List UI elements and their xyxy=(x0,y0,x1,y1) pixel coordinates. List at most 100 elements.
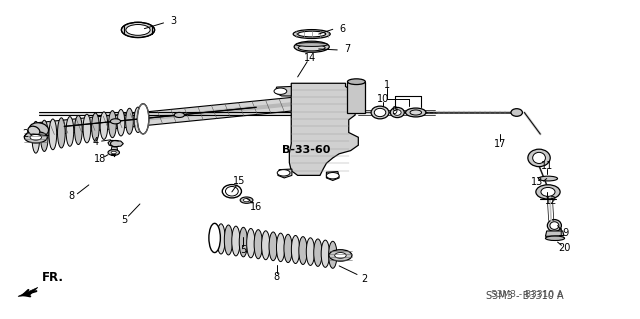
Ellipse shape xyxy=(276,233,285,262)
Ellipse shape xyxy=(348,79,365,85)
Text: 20: 20 xyxy=(558,243,570,253)
Text: 5: 5 xyxy=(240,245,246,255)
Circle shape xyxy=(111,151,116,154)
Ellipse shape xyxy=(321,240,330,267)
Ellipse shape xyxy=(32,122,40,153)
Polygon shape xyxy=(289,83,358,175)
Ellipse shape xyxy=(528,149,550,167)
Ellipse shape xyxy=(262,231,270,260)
Text: 16: 16 xyxy=(250,202,262,211)
Text: 2: 2 xyxy=(22,129,28,139)
Text: 4: 4 xyxy=(92,137,99,147)
Ellipse shape xyxy=(29,123,49,136)
Ellipse shape xyxy=(394,110,401,115)
Ellipse shape xyxy=(536,185,560,199)
Text: 17: 17 xyxy=(494,139,506,149)
Ellipse shape xyxy=(254,230,262,259)
Circle shape xyxy=(274,88,287,94)
Polygon shape xyxy=(545,231,564,236)
Text: 18: 18 xyxy=(93,154,106,164)
Ellipse shape xyxy=(225,187,238,196)
Circle shape xyxy=(277,170,290,176)
Ellipse shape xyxy=(109,111,116,138)
Ellipse shape xyxy=(298,31,326,37)
Text: S3M3 - B3310 A: S3M3 - B3310 A xyxy=(486,291,563,301)
Ellipse shape xyxy=(371,106,389,119)
Ellipse shape xyxy=(134,107,142,132)
Circle shape xyxy=(30,134,42,140)
Ellipse shape xyxy=(541,188,555,196)
Bar xyxy=(348,82,365,114)
Text: 8: 8 xyxy=(273,272,280,282)
Circle shape xyxy=(329,250,352,261)
Text: 14: 14 xyxy=(304,53,317,63)
Ellipse shape xyxy=(66,117,74,146)
Ellipse shape xyxy=(126,25,150,35)
Text: 15: 15 xyxy=(233,176,245,186)
Ellipse shape xyxy=(40,120,48,152)
Ellipse shape xyxy=(550,222,559,229)
Ellipse shape xyxy=(328,241,337,268)
Ellipse shape xyxy=(28,126,40,136)
Circle shape xyxy=(110,119,120,124)
Text: 11: 11 xyxy=(541,161,554,171)
Ellipse shape xyxy=(406,108,426,117)
Ellipse shape xyxy=(296,43,328,47)
Text: S3M3 - B3310 A: S3M3 - B3310 A xyxy=(492,290,564,299)
Ellipse shape xyxy=(291,235,300,263)
Polygon shape xyxy=(326,172,339,181)
Ellipse shape xyxy=(125,108,133,134)
Polygon shape xyxy=(275,86,291,96)
Polygon shape xyxy=(278,169,292,178)
Ellipse shape xyxy=(410,110,422,115)
Ellipse shape xyxy=(83,114,91,143)
Ellipse shape xyxy=(298,45,325,51)
Text: 10: 10 xyxy=(376,93,388,104)
Ellipse shape xyxy=(299,237,307,264)
Ellipse shape xyxy=(269,232,277,261)
Ellipse shape xyxy=(239,227,248,257)
Ellipse shape xyxy=(217,224,225,254)
Polygon shape xyxy=(111,147,118,150)
Polygon shape xyxy=(18,287,38,296)
Ellipse shape xyxy=(100,112,108,139)
Bar xyxy=(39,112,352,115)
Text: 19: 19 xyxy=(558,228,570,238)
Circle shape xyxy=(335,253,346,258)
Ellipse shape xyxy=(284,234,292,263)
Ellipse shape xyxy=(209,223,220,253)
Ellipse shape xyxy=(293,30,330,39)
Text: 1: 1 xyxy=(384,80,390,90)
Ellipse shape xyxy=(138,104,149,134)
Ellipse shape xyxy=(75,115,82,145)
Polygon shape xyxy=(108,140,124,147)
Circle shape xyxy=(108,150,120,155)
Ellipse shape xyxy=(532,152,545,163)
Polygon shape xyxy=(38,102,295,131)
Text: 8: 8 xyxy=(68,191,74,201)
Ellipse shape xyxy=(246,228,255,258)
Circle shape xyxy=(243,198,250,202)
Ellipse shape xyxy=(224,225,232,255)
Circle shape xyxy=(326,173,339,179)
Ellipse shape xyxy=(232,226,240,256)
Text: 6: 6 xyxy=(339,24,346,33)
Circle shape xyxy=(174,112,184,117)
Text: 12: 12 xyxy=(545,196,557,206)
Text: 9: 9 xyxy=(392,106,398,116)
Text: 13: 13 xyxy=(531,177,543,187)
Ellipse shape xyxy=(222,185,241,198)
Ellipse shape xyxy=(314,239,322,266)
Ellipse shape xyxy=(511,109,522,116)
Ellipse shape xyxy=(92,113,99,141)
Circle shape xyxy=(240,197,253,203)
Text: 3: 3 xyxy=(170,16,176,26)
Text: 5: 5 xyxy=(121,215,127,225)
Ellipse shape xyxy=(294,41,329,52)
Polygon shape xyxy=(36,97,297,136)
Text: 2: 2 xyxy=(362,274,368,284)
Text: B-33-60: B-33-60 xyxy=(282,145,330,155)
Ellipse shape xyxy=(390,108,404,118)
Ellipse shape xyxy=(49,119,57,150)
Ellipse shape xyxy=(122,22,155,38)
